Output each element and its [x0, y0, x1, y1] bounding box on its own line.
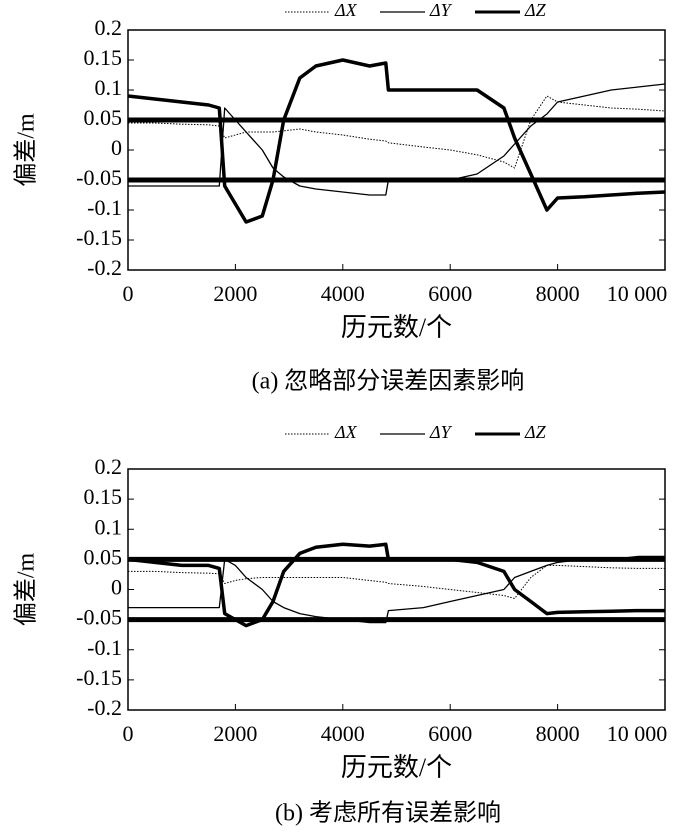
legend-label: ΔX: [334, 422, 358, 442]
x-axis-label: 历元数/个: [341, 313, 452, 342]
y-tick-label: 0.15: [84, 484, 123, 509]
x-tick-label: 8000: [536, 721, 580, 746]
plot-frame: [127, 29, 666, 271]
legend-label: ΔX: [334, 0, 358, 20]
y-tick-label: -0.05: [76, 165, 122, 190]
y-tick-label: 0.15: [84, 45, 123, 70]
y-tick-label: -0.05: [76, 605, 122, 630]
legend-label: ΔZ: [524, 422, 547, 442]
y-tick-label: 0.1: [95, 75, 123, 100]
x-tick-label: 8000: [536, 281, 580, 306]
x-axis-label: 历元数/个: [341, 753, 452, 782]
legend-label: ΔZ: [524, 0, 547, 20]
x-tick-label: 2000: [213, 721, 257, 746]
series-line: [128, 83, 666, 196]
y-tick-label: 0.05: [84, 544, 123, 569]
y-tick-label: 0: [111, 135, 122, 160]
y-tick-label: 0.05: [84, 105, 123, 130]
x-tick-label: 4000: [321, 281, 365, 306]
legend-label: ΔY: [429, 0, 453, 20]
y-tick-label: 0.2: [95, 454, 123, 479]
y-tick-label: -0.1: [87, 635, 122, 660]
x-tick-label: 6000: [428, 281, 472, 306]
y-tick-label: 0: [111, 575, 122, 600]
x-tick-label: 0: [123, 721, 134, 746]
y-tick-label: -0.2: [87, 255, 122, 280]
y-tick-label: -0.1: [87, 195, 122, 220]
plot-frame: [127, 468, 666, 711]
series-line: [128, 564, 665, 599]
x-tick-label: 6000: [428, 721, 472, 746]
caption: (a) 忽略部分误差因素影响: [252, 368, 525, 395]
y-tick-label: -0.15: [76, 665, 122, 690]
legend-label: ΔY: [429, 422, 453, 442]
x-tick-label: 4000: [321, 721, 365, 746]
x-tick-label: 10 000: [607, 721, 668, 746]
y-tick-label: 0.2: [95, 15, 123, 40]
series-line: [127, 542, 665, 628]
y-axis-label: 偏差/m: [13, 553, 40, 627]
y-axis-label: 偏差/m: [13, 113, 40, 187]
y-tick-label: -0.15: [76, 225, 122, 250]
x-tick-label: 10 000: [607, 281, 668, 306]
caption: (b) 考虑所有误差影响: [275, 800, 501, 827]
series-line: [128, 555, 665, 624]
x-tick-label: 2000: [213, 281, 257, 306]
y-tick-label: 0.1: [95, 514, 123, 539]
x-tick-label: 0: [123, 281, 134, 306]
y-tick-label: -0.2: [87, 695, 122, 720]
series-line: [127, 58, 666, 224]
